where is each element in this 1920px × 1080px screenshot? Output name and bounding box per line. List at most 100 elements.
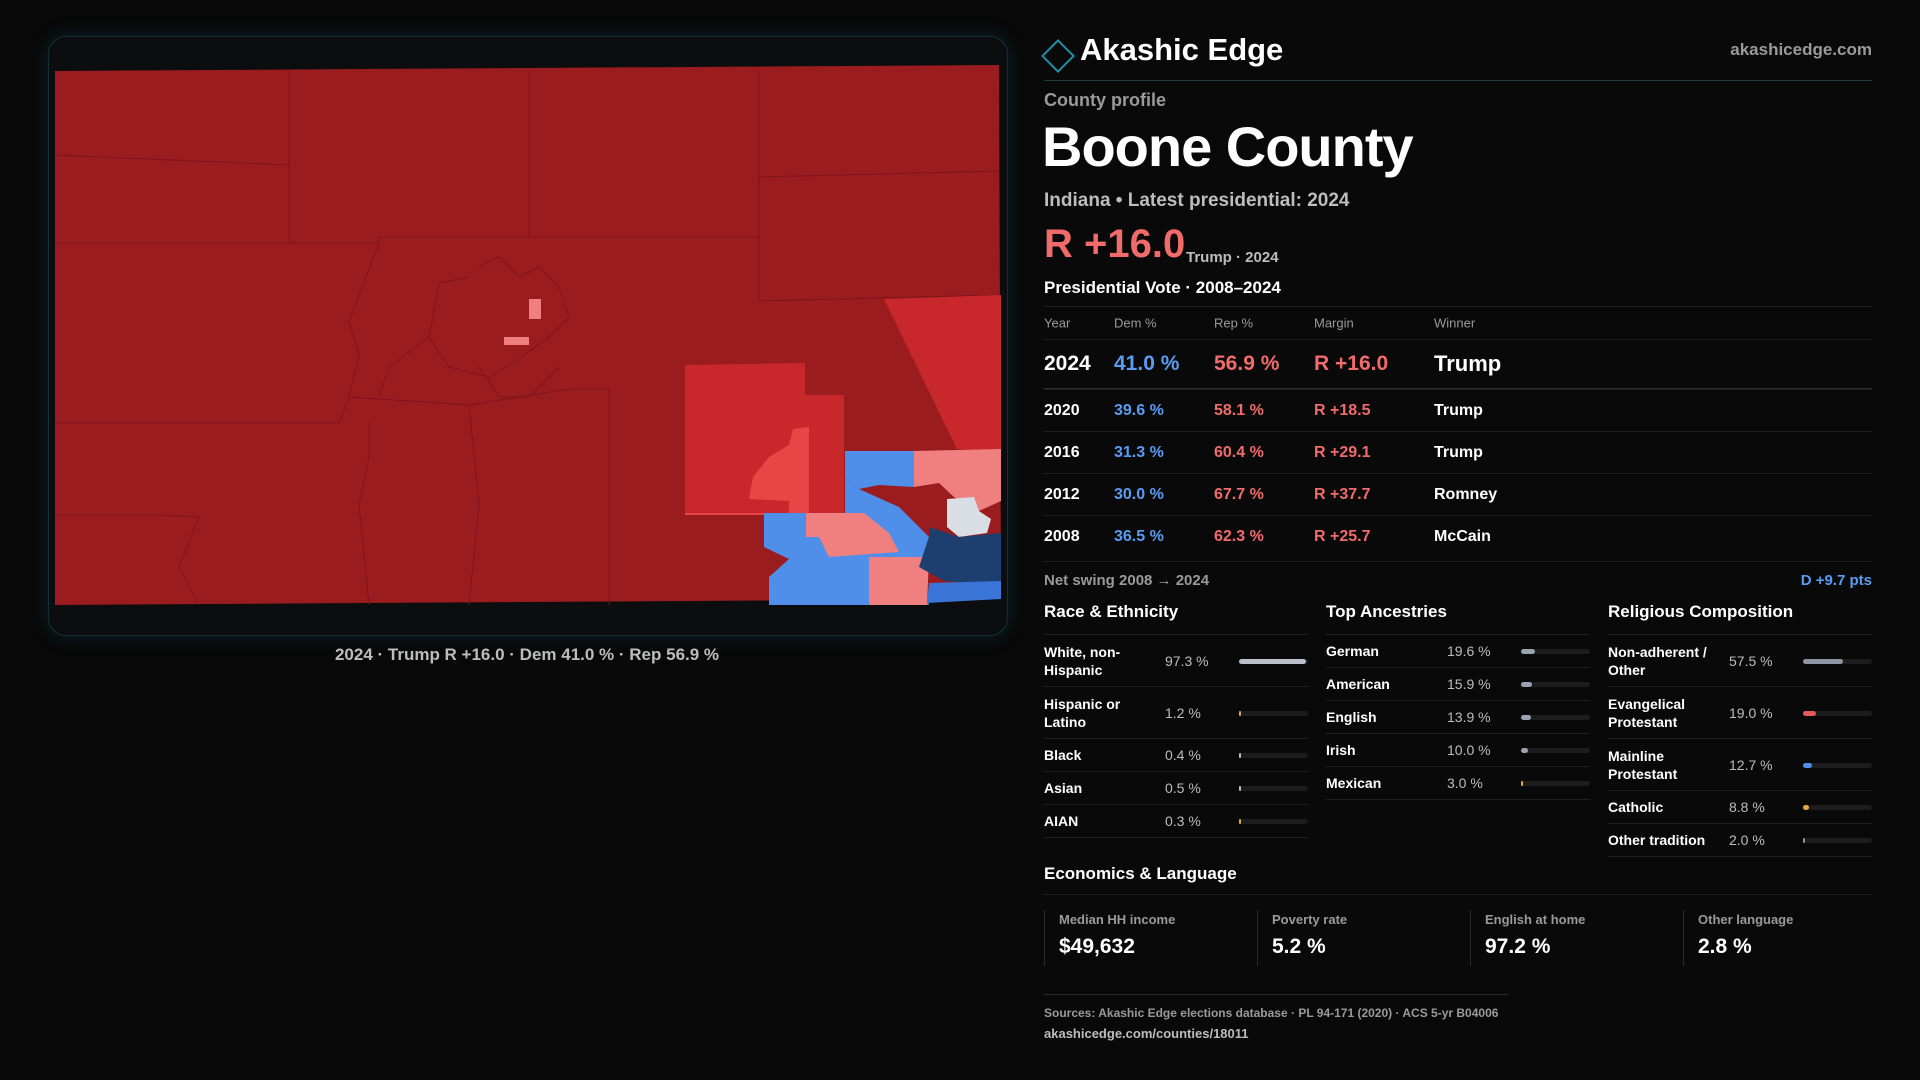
brand-header: Akashic Edge akashicedge.com (1041, 30, 1872, 81)
row-margin: R +25.7 (1314, 527, 1371, 545)
diamond-logo-icon (1041, 39, 1075, 73)
share-bar (1521, 781, 1590, 786)
share-bar (1803, 710, 1872, 716)
swing-label: Net swing 2008 → 2024 (1044, 572, 1210, 589)
divider (1044, 561, 1872, 562)
share-bar (1521, 649, 1590, 654)
share-bar-fill (1803, 762, 1812, 768)
list-item: German 19.6 % (1326, 635, 1590, 668)
share-bar (1521, 715, 1590, 720)
share-bar-fill (1521, 748, 1528, 753)
row-year: 2016 (1044, 443, 1080, 461)
precinct-tilt-rep-s[interactable] (806, 513, 899, 557)
precinct-map[interactable] (49, 37, 1007, 635)
precinct-tilt-rep-lebanon-a[interactable] (529, 299, 541, 319)
swing-value: D +9.7 pts (1800, 572, 1872, 589)
share-bar-fill (1521, 649, 1535, 654)
stat-label: American (1326, 676, 1390, 692)
divider (1044, 994, 1508, 995)
col-margin: Margin (1314, 315, 1354, 331)
row-dem: 39.6 % (1114, 401, 1164, 419)
headline-note: Trump · 2024 (1186, 249, 1279, 266)
row-margin: R +29.1 (1314, 443, 1371, 461)
source-url-link[interactable]: akashicedge.com/counties/18011 (1044, 1026, 1249, 1041)
stat-value: 2.0 % (1729, 832, 1765, 848)
county-title: Boone County (1042, 115, 1414, 178)
stat-value: 0.5 % (1165, 780, 1201, 796)
precinct-lean-rep-zionsville[interactable] (685, 427, 809, 515)
econ-value: 2.8 % (1698, 935, 1752, 958)
stat-value: 12.7 % (1729, 756, 1773, 773)
stat-label: Mexican (1326, 775, 1382, 791)
list-item: Mainline Protestant 12.7 % (1608, 739, 1872, 791)
county-map[interactable] (48, 36, 1008, 636)
stat-value: 0.4 % (1165, 747, 1201, 763)
econ-label: English at home (1485, 912, 1586, 927)
race-title: Race & Ethnicity (1044, 602, 1308, 635)
row-year: 2008 (1044, 527, 1080, 545)
list-item: Mexican 3.0 % (1326, 767, 1590, 800)
econ-value: 97.2 % (1485, 935, 1551, 958)
brand-site-link[interactable]: akashicedge.com (1730, 40, 1872, 59)
share-bar (1521, 682, 1590, 687)
precinct-tilt-rep-se[interactable] (914, 449, 1001, 511)
precinct-lean-dem-se-1[interactable] (845, 451, 914, 489)
list-item: White, non-Hispanic 97.3 % (1044, 635, 1308, 687)
share-bar (1239, 819, 1308, 824)
stat-label: Non-adherent / Other (1608, 643, 1707, 678)
stat-value: 57.5 % (1729, 652, 1773, 669)
stat-label: Asian (1044, 780, 1083, 796)
precinct-tossup-se[interactable] (947, 497, 991, 537)
list-item: Irish 10.0 % (1326, 734, 1590, 767)
profile-label: County profile (1044, 90, 1166, 110)
share-bar (1239, 710, 1308, 716)
list-item: English 13.9 % (1326, 701, 1590, 734)
row-rep: 56.9 % (1214, 352, 1280, 375)
share-bar-fill (1803, 710, 1816, 716)
precinct-tilt-rep-lebanon-b[interactable] (504, 337, 529, 345)
col-winner: Winner (1434, 315, 1476, 331)
list-item: Asian 0.5 % (1044, 772, 1308, 805)
share-bar (1803, 838, 1872, 843)
row-dem: 41.0 % (1114, 352, 1180, 375)
econ-title: Economics & Language (1044, 864, 1237, 883)
econ-label: Median HH income (1059, 912, 1176, 927)
precinct-likely-rep-ne[interactable] (884, 295, 1001, 451)
stat-value: 10.0 % (1447, 742, 1491, 758)
ancestry-title: Top Ancestries (1326, 602, 1590, 635)
row-rep: 58.1 % (1214, 401, 1264, 419)
table-row: 2016 31.3 % 60.4 % R +29.1 Trump (1044, 431, 1872, 473)
religion-title: Religious Composition (1608, 602, 1872, 635)
share-bar-fill (1239, 753, 1241, 758)
share-bar (1803, 658, 1872, 664)
precinct-safe-dem-se[interactable] (919, 527, 1001, 583)
row-margin: R +16.0 (1314, 352, 1389, 375)
row-margin: R +37.7 (1314, 485, 1371, 503)
precinct-tilt-rep-s2[interactable] (869, 557, 929, 605)
stat-label: English (1326, 709, 1377, 725)
stat-value: 0.3 % (1165, 813, 1201, 829)
share-bar-fill (1803, 838, 1805, 843)
col-dem: Dem % (1114, 315, 1157, 331)
precinct-likely-dem-se[interactable] (927, 581, 1001, 603)
vote-table-header: Year Dem % Rep % Margin Winner (1044, 306, 1872, 339)
stat-label: White, non-Hispanic (1044, 643, 1121, 678)
sources-note: Sources: Akashic Edge elections database… (1044, 1006, 1499, 1020)
stat-value: 13.9 % (1447, 709, 1491, 725)
share-bar-fill (1239, 819, 1241, 824)
headline-margin: R +16.0 (1044, 222, 1186, 266)
stat-value: 1.2 % (1165, 704, 1201, 721)
stat-label: Irish (1326, 742, 1356, 758)
map-caption: 2024 · Trump R +16.0 · Dem 41.0 % · Rep … (334, 645, 720, 664)
share-bar (1803, 762, 1872, 768)
brand-name: Akashic Edge (1080, 32, 1284, 67)
econ-poverty-rate: Poverty rate 5.2 % (1257, 910, 1468, 966)
row-rep: 60.4 % (1214, 443, 1264, 461)
stat-value: 3.0 % (1447, 775, 1483, 791)
precinct-borders (54, 71, 1000, 606)
econ-english-home: English at home 97.2 % (1470, 910, 1681, 966)
stat-label: Catholic (1608, 799, 1664, 815)
row-year: 2012 (1044, 485, 1080, 503)
share-bar-fill (1239, 786, 1241, 791)
stat-value: 19.6 % (1447, 643, 1491, 659)
